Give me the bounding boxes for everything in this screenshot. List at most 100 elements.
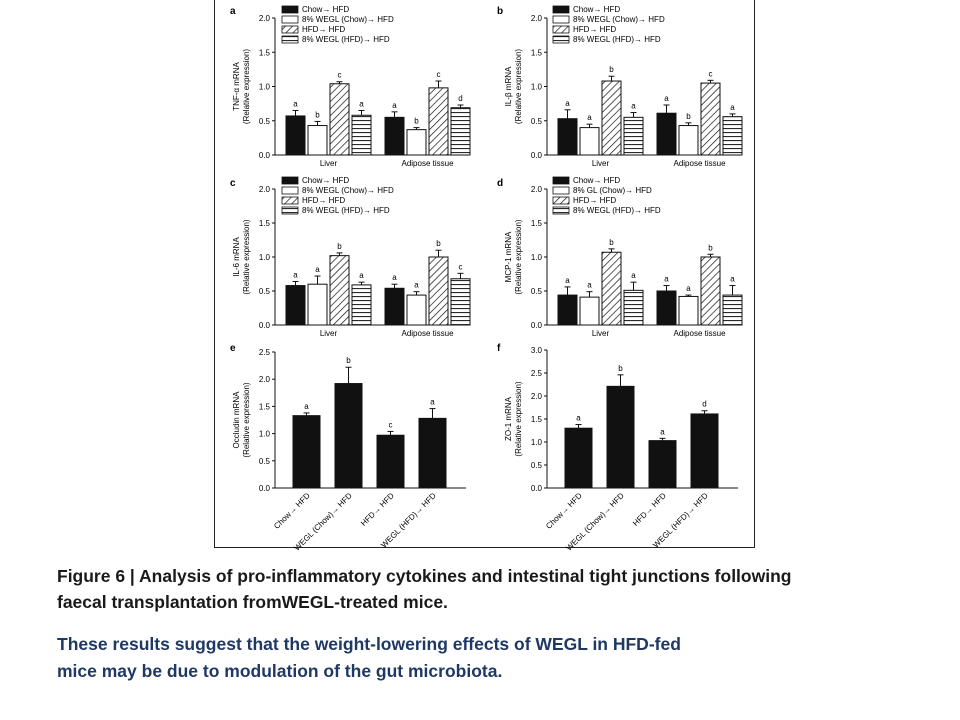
y-tick-label: 0.5 [259,457,271,466]
y-axis-sublabel: (Relative expression) [514,381,523,456]
legend-swatch [281,186,299,195]
panel-b: b IL-β mRNA (Relative expression) 0.0 0.5 1.0… [497,5,743,168]
legend-swatch [281,15,299,24]
legend-swatch [552,15,570,24]
bar [564,427,593,489]
y-tick-label: 1.5 [259,219,271,228]
y-tick-label: 0.0 [259,484,271,493]
y-tick-label: 0.5 [531,287,543,296]
y-tick-label: 0.5 [259,117,271,126]
y-tick-label: 1.5 [531,219,543,228]
significance-letter: b [315,110,320,119]
x-category-label: Liver [320,329,338,338]
significance-letter: a [315,265,320,274]
bar [384,287,405,326]
significance-letter: a [414,281,419,290]
significance-letter: a [660,427,665,436]
bar [656,290,677,326]
significance-letter: a [631,102,636,111]
significance-letter: a [359,99,364,108]
y-tick-label: 2.0 [259,375,271,384]
significance-letter: a [293,270,298,279]
legend-entry: 8% WEGL (HFD)→ HFD [573,206,661,215]
x-category-label: Adipose tissue [401,329,454,338]
y-tick-label: 0.0 [531,484,543,493]
legend-entry: Chow→ HFD [302,5,349,14]
x-category-label: Chow→ HFD [544,491,584,531]
y-tick-label: 1.0 [531,438,543,447]
y-axis-label: IL-β mRNA [504,66,513,106]
y-tick-label: 1.5 [259,48,271,57]
bar [329,83,350,156]
summary-text-line-1: These results suggest that the weight-lo… [57,634,681,654]
significance-letter: c [338,71,342,80]
significance-letter: a [631,271,636,280]
panel-a: a TNF-α mRNA (Relative expression) 0.0 0.5 1.… [230,5,471,168]
bar [623,289,644,326]
y-tick-label: 0.0 [531,151,543,160]
y-axis-sublabel: (Relative expression) [242,219,251,294]
panel-letter: c [230,178,236,189]
significance-letter: a [686,284,691,293]
significance-letter: a [664,94,669,103]
significance-letter: b [436,239,441,248]
panel-c: c IL-6 mRNA (Relative expression) 0.0 0.5 1.0… [230,176,471,338]
bar [376,434,405,489]
y-tick-label: 0.5 [531,461,543,470]
y-axis-sublabel: (Relative expression) [514,219,523,294]
bar [656,112,677,156]
legend-entry: Chow→ HFD [302,176,349,185]
significance-letter: a [576,414,581,423]
bar [428,87,449,156]
y-tick-label: 2.0 [259,14,271,23]
legend-entry: HFD→ HFD [302,25,345,34]
y-axis-sublabel: (Relative expression) [514,49,523,124]
panel-letter: a [230,6,236,17]
bar [406,294,427,326]
significance-letter: c [459,262,463,271]
y-tick-label: 0.0 [531,321,543,330]
x-category-label: Liver [592,159,610,168]
bar [418,417,447,489]
bar [406,129,427,156]
figure-frame [214,0,755,548]
significance-letter: a [392,273,397,282]
bar [307,125,328,156]
legend-entry: 8% WEGL (Chow)→ HFD [302,15,394,24]
panel-d: d MCP-1 mRNA (Relative expression) 0.0 0.5 1.… [497,176,743,338]
figure-caption-title-line-2: faecal transplantation fromWEGL-treated … [57,592,448,612]
significance-letter: b [618,364,623,373]
legend-entry: HFD→ HFD [573,25,616,34]
bar [722,294,743,326]
y-tick-label: 1.5 [259,402,271,411]
legend-entry: Chow→ HFD [573,176,620,185]
bar [307,283,328,326]
y-tick-label: 0.0 [259,151,271,160]
y-tick-label: 0.0 [259,321,271,330]
significance-letter: a [293,99,298,108]
legend-swatch [552,25,570,34]
bar [329,255,350,326]
x-category-label: Liver [592,329,610,338]
significance-letter: a [565,276,570,285]
significance-letter: a [565,99,570,108]
figure-caption-title-line-1: Figure 6 | Analysis of pro-inflammatory … [57,566,792,586]
panel-letter: f [497,343,501,354]
y-tick-label: 0.5 [531,117,543,126]
bar [648,440,677,489]
significance-letter: b [337,242,342,251]
bar [384,116,405,156]
x-category-label: Liver [320,159,338,168]
x-category-label: Adipose tissue [673,329,726,338]
y-tick-label: 1.0 [259,430,271,439]
legend-swatch [281,176,299,185]
y-tick-label: 2.0 [531,14,543,23]
x-category-label: HFD→ HFD [359,491,396,528]
bar [623,116,644,156]
y-axis-label: TNF-α mRNA [232,62,241,111]
significance-letter: a [730,275,735,284]
legend-entry: 8% WEGL (HFD)→ HFD [302,35,390,44]
bar [579,296,600,326]
bar [450,278,471,326]
bar [557,294,578,326]
